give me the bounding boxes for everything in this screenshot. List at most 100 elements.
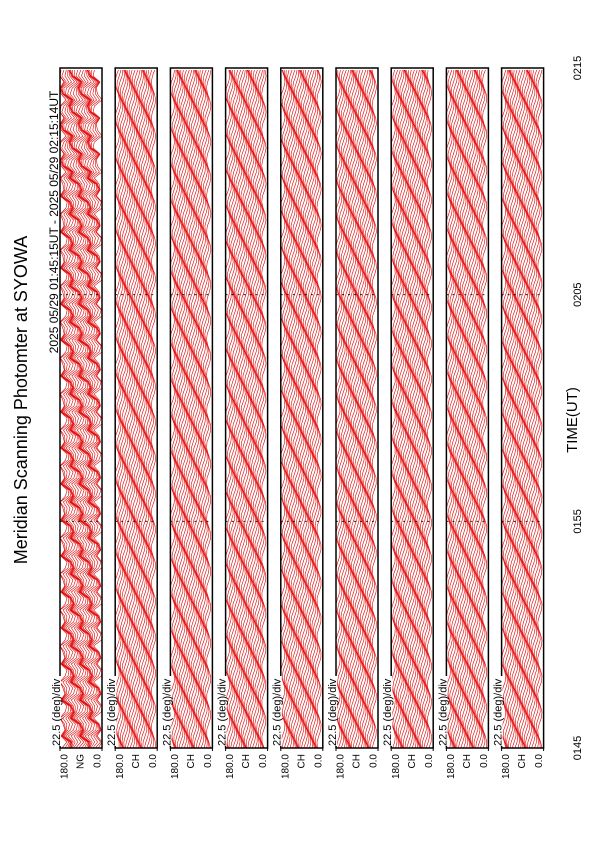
scan-trace (86, 69, 97, 749)
scan-trace (395, 69, 401, 749)
scale-label: 22.5 (deg)/div (437, 678, 449, 746)
scan-trace (344, 69, 350, 749)
scan-trace (451, 70, 457, 749)
scan-trace (185, 69, 191, 749)
scan-trace (516, 69, 522, 749)
scan-trace (142, 69, 148, 749)
scan-trace (425, 69, 431, 749)
scan-trace (506, 69, 512, 749)
scan-trace (69, 69, 80, 749)
scan-trace (235, 69, 241, 749)
scan-trace (65, 69, 77, 749)
scan-trace (314, 69, 320, 749)
scan-trace (449, 69, 455, 749)
scan-trace (131, 69, 137, 749)
scan-trace (513, 69, 519, 749)
scan-trace (175, 69, 181, 749)
scan-trace (206, 69, 212, 749)
y-tick-label: 180.0 (336, 754, 347, 779)
scan-trace (518, 69, 524, 749)
scan-trace (123, 69, 129, 749)
x-tick-label: 0215 (572, 56, 584, 80)
scan-trace (473, 69, 479, 749)
y-tick-label: 180.0 (446, 754, 457, 779)
scan-trace (257, 69, 263, 749)
channel-label: NG (76, 754, 87, 769)
label-bg (162, 676, 172, 746)
scan-trace (304, 69, 310, 749)
scan-trace (238, 69, 244, 749)
scan-trace (528, 69, 534, 749)
scan-trace (366, 69, 372, 749)
scan-trace (502, 69, 508, 749)
scan-trace (202, 69, 208, 749)
y-tick-label: 0.0 (313, 754, 324, 768)
scan-trace (345, 69, 351, 749)
scan-trace (452, 69, 458, 749)
scan-trace (475, 69, 481, 749)
scan-trace (230, 69, 236, 749)
scan-trace (407, 69, 414, 749)
scan-trace (226, 69, 232, 749)
scan-trace (194, 69, 200, 749)
scan-trace (509, 69, 515, 749)
scan-trace (478, 69, 484, 749)
scan-trace (90, 69, 102, 749)
scan-trace (67, 69, 78, 749)
scan-trace (190, 69, 196, 749)
scan-trace (245, 69, 251, 749)
label-bg (383, 676, 393, 746)
scan-trace (237, 69, 243, 749)
scan-trace (414, 69, 420, 749)
scan-trace (511, 69, 517, 749)
scan-trace (416, 69, 422, 749)
scan-trace (394, 69, 400, 749)
scan-trace (514, 69, 520, 749)
scan-trace (401, 69, 407, 749)
scan-trace (192, 69, 198, 749)
scan-trace (254, 69, 260, 749)
scan-trace (281, 69, 288, 749)
x-tick-label: 0205 (572, 282, 584, 306)
scan-trace (78, 69, 89, 749)
scan-trace (135, 69, 141, 749)
scan-trace (261, 69, 267, 749)
scan-trace (181, 69, 188, 749)
scan-trace (242, 69, 248, 749)
scan-trace (204, 69, 210, 749)
scan-trace (458, 69, 463, 749)
y-tick-label: 0.0 (534, 754, 545, 768)
scan-trace (537, 69, 543, 749)
y-tick-label: 0.0 (148, 754, 159, 768)
scan-trace (350, 69, 357, 749)
scan-trace (411, 69, 417, 749)
scan-trace (530, 69, 536, 749)
scan-trace (471, 69, 477, 749)
scan-trace (121, 69, 127, 749)
scan-trace (150, 69, 157, 748)
y-tick-label: 180.0 (60, 754, 71, 779)
scan-trace (426, 69, 432, 749)
scan-trace (228, 69, 234, 749)
scan-trace (126, 69, 132, 749)
scan-trace (523, 69, 529, 749)
scan-trace (368, 69, 374, 749)
scan-trace (413, 69, 419, 749)
scan-trace (297, 69, 303, 749)
scan-trace (399, 69, 405, 749)
scan-trace (244, 69, 250, 749)
scale-label: 22.5 (deg)/div (327, 678, 339, 746)
scan-trace (84, 69, 96, 749)
scan-trace (249, 69, 255, 749)
scan-trace (176, 69, 182, 749)
x-axis-label: TIME(UT) (564, 387, 581, 453)
scan-trace (256, 69, 262, 749)
scan-trace (456, 69, 462, 749)
scan-trace (147, 69, 153, 749)
scan-trace (178, 69, 184, 749)
scan-trace (87, 69, 99, 749)
scale-label: 22.5 (deg)/div (272, 678, 284, 746)
scan-trace (409, 69, 415, 749)
